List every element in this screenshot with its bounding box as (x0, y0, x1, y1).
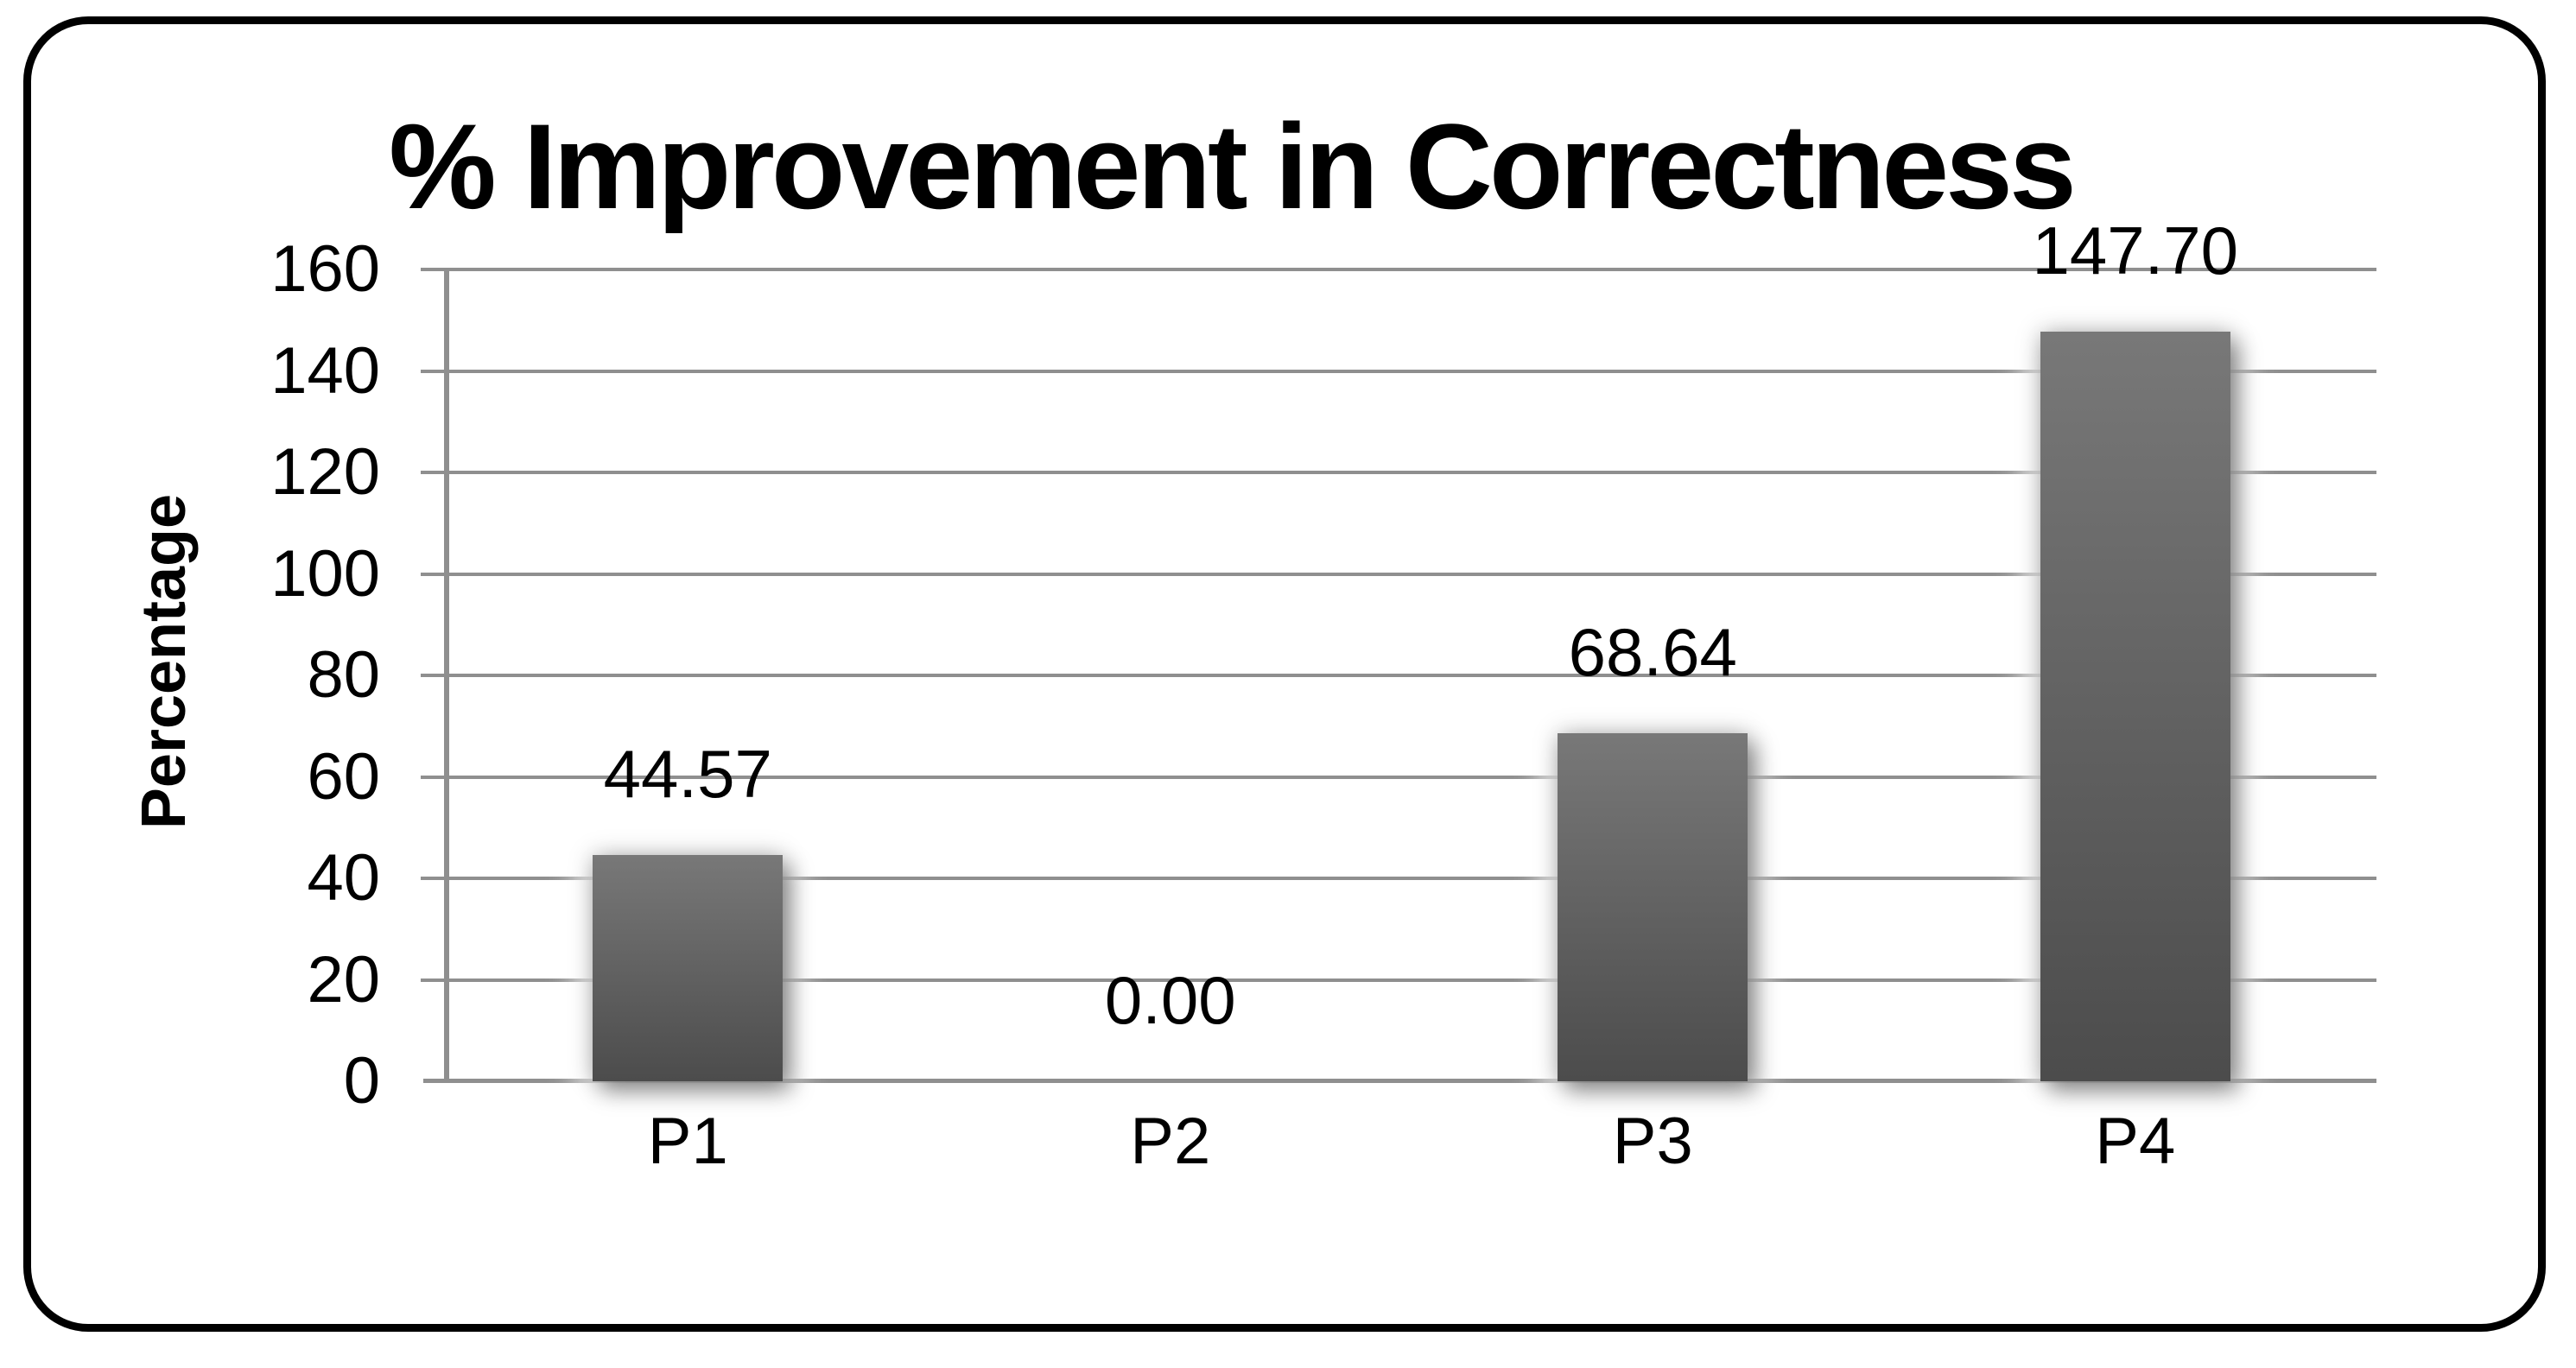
y-tick-label: 40 (307, 841, 380, 915)
data-label-p2: 0.00 (1104, 962, 1236, 1038)
y-axis-tick (421, 369, 447, 373)
gridline (447, 268, 2376, 271)
gridline (447, 978, 2376, 982)
y-tick-label: 120 (270, 435, 380, 509)
y-axis-tick (421, 775, 447, 779)
y-axis-tick (421, 572, 447, 576)
gridline (447, 674, 2376, 677)
data-label-p3: 68.64 (1568, 613, 1737, 690)
gridline (447, 369, 2376, 373)
y-axis-tick (421, 268, 447, 271)
x-tick-label-p2: P2 (1130, 1105, 1211, 1178)
data-label-p1: 44.57 (603, 736, 772, 813)
bar-p1 (593, 855, 784, 1081)
x-tick-label-p4: P4 (2095, 1105, 2176, 1178)
plot-area: 0 20 40 60 80 100 120 140 160 44.57 P1 0.00 P2 68.64 P… (270, 214, 2376, 1178)
y-tick-label: 60 (307, 739, 380, 814)
bar-p3 (1558, 732, 1748, 1081)
x-tick-label-p3: P3 (1612, 1105, 1693, 1178)
y-tick-label: 0 (343, 1044, 380, 1118)
y-tick-label: 160 (270, 232, 380, 306)
x-axis-line (423, 1079, 2376, 1083)
y-tick-label: 140 (270, 333, 380, 408)
y-tick-label: 100 (270, 536, 380, 611)
gridline (447, 572, 2376, 576)
gridline (447, 471, 2376, 474)
bar-p4 (2040, 332, 2230, 1081)
chart-border (23, 16, 2546, 1332)
y-tick-label: 20 (307, 942, 380, 1016)
y-axis-line (444, 268, 449, 1083)
y-axis-tick (421, 471, 447, 474)
y-axis-tick (421, 978, 447, 982)
y-axis-tick (421, 877, 447, 880)
gridline (447, 877, 2376, 880)
y-axis-tick (421, 674, 447, 677)
chart-title: % Improvement in Correctness (389, 98, 2077, 234)
data-label-p4: 147.70 (2032, 212, 2239, 289)
y-tick-label: 80 (307, 638, 380, 712)
gridline (447, 775, 2376, 779)
x-tick-label-p1: P1 (647, 1105, 728, 1178)
